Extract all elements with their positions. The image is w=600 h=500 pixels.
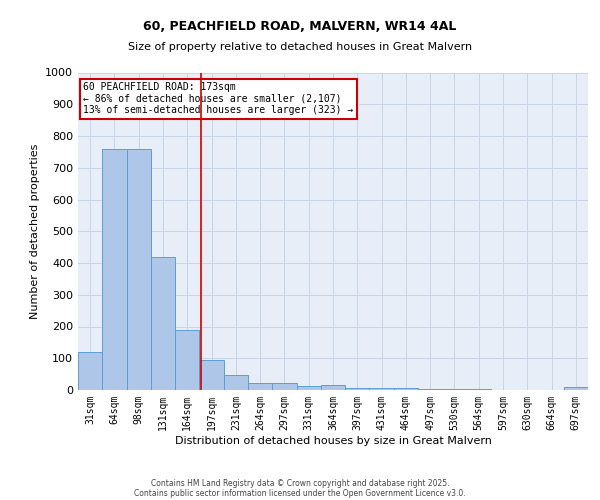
Bar	[272, 383, 296, 390]
Text: 60, PEACHFIELD ROAD, MALVERN, WR14 4AL: 60, PEACHFIELD ROAD, MALVERN, WR14 4AL	[143, 20, 457, 33]
Bar	[78, 352, 102, 390]
Text: Contains HM Land Registry data © Crown copyright and database right 2025.: Contains HM Land Registry data © Crown c…	[151, 478, 449, 488]
Bar	[199, 360, 224, 390]
Bar	[345, 388, 370, 390]
Text: Contains public sector information licensed under the Open Government Licence v3: Contains public sector information licen…	[134, 488, 466, 498]
Bar	[248, 383, 272, 390]
Bar	[296, 386, 321, 390]
Text: 60 PEACHFIELD ROAD: 173sqm
← 86% of detached houses are smaller (2,107)
13% of s: 60 PEACHFIELD ROAD: 173sqm ← 86% of deta…	[83, 82, 353, 115]
Bar	[224, 375, 248, 390]
Text: Size of property relative to detached houses in Great Malvern: Size of property relative to detached ho…	[128, 42, 472, 52]
Bar	[564, 388, 588, 390]
Bar	[151, 256, 175, 390]
Y-axis label: Number of detached properties: Number of detached properties	[29, 144, 40, 319]
Bar	[102, 150, 127, 390]
Bar	[321, 385, 345, 390]
Bar	[394, 388, 418, 390]
Bar	[127, 150, 151, 390]
Bar	[370, 388, 394, 390]
Bar	[175, 330, 199, 390]
X-axis label: Distribution of detached houses by size in Great Malvern: Distribution of detached houses by size …	[175, 436, 491, 446]
